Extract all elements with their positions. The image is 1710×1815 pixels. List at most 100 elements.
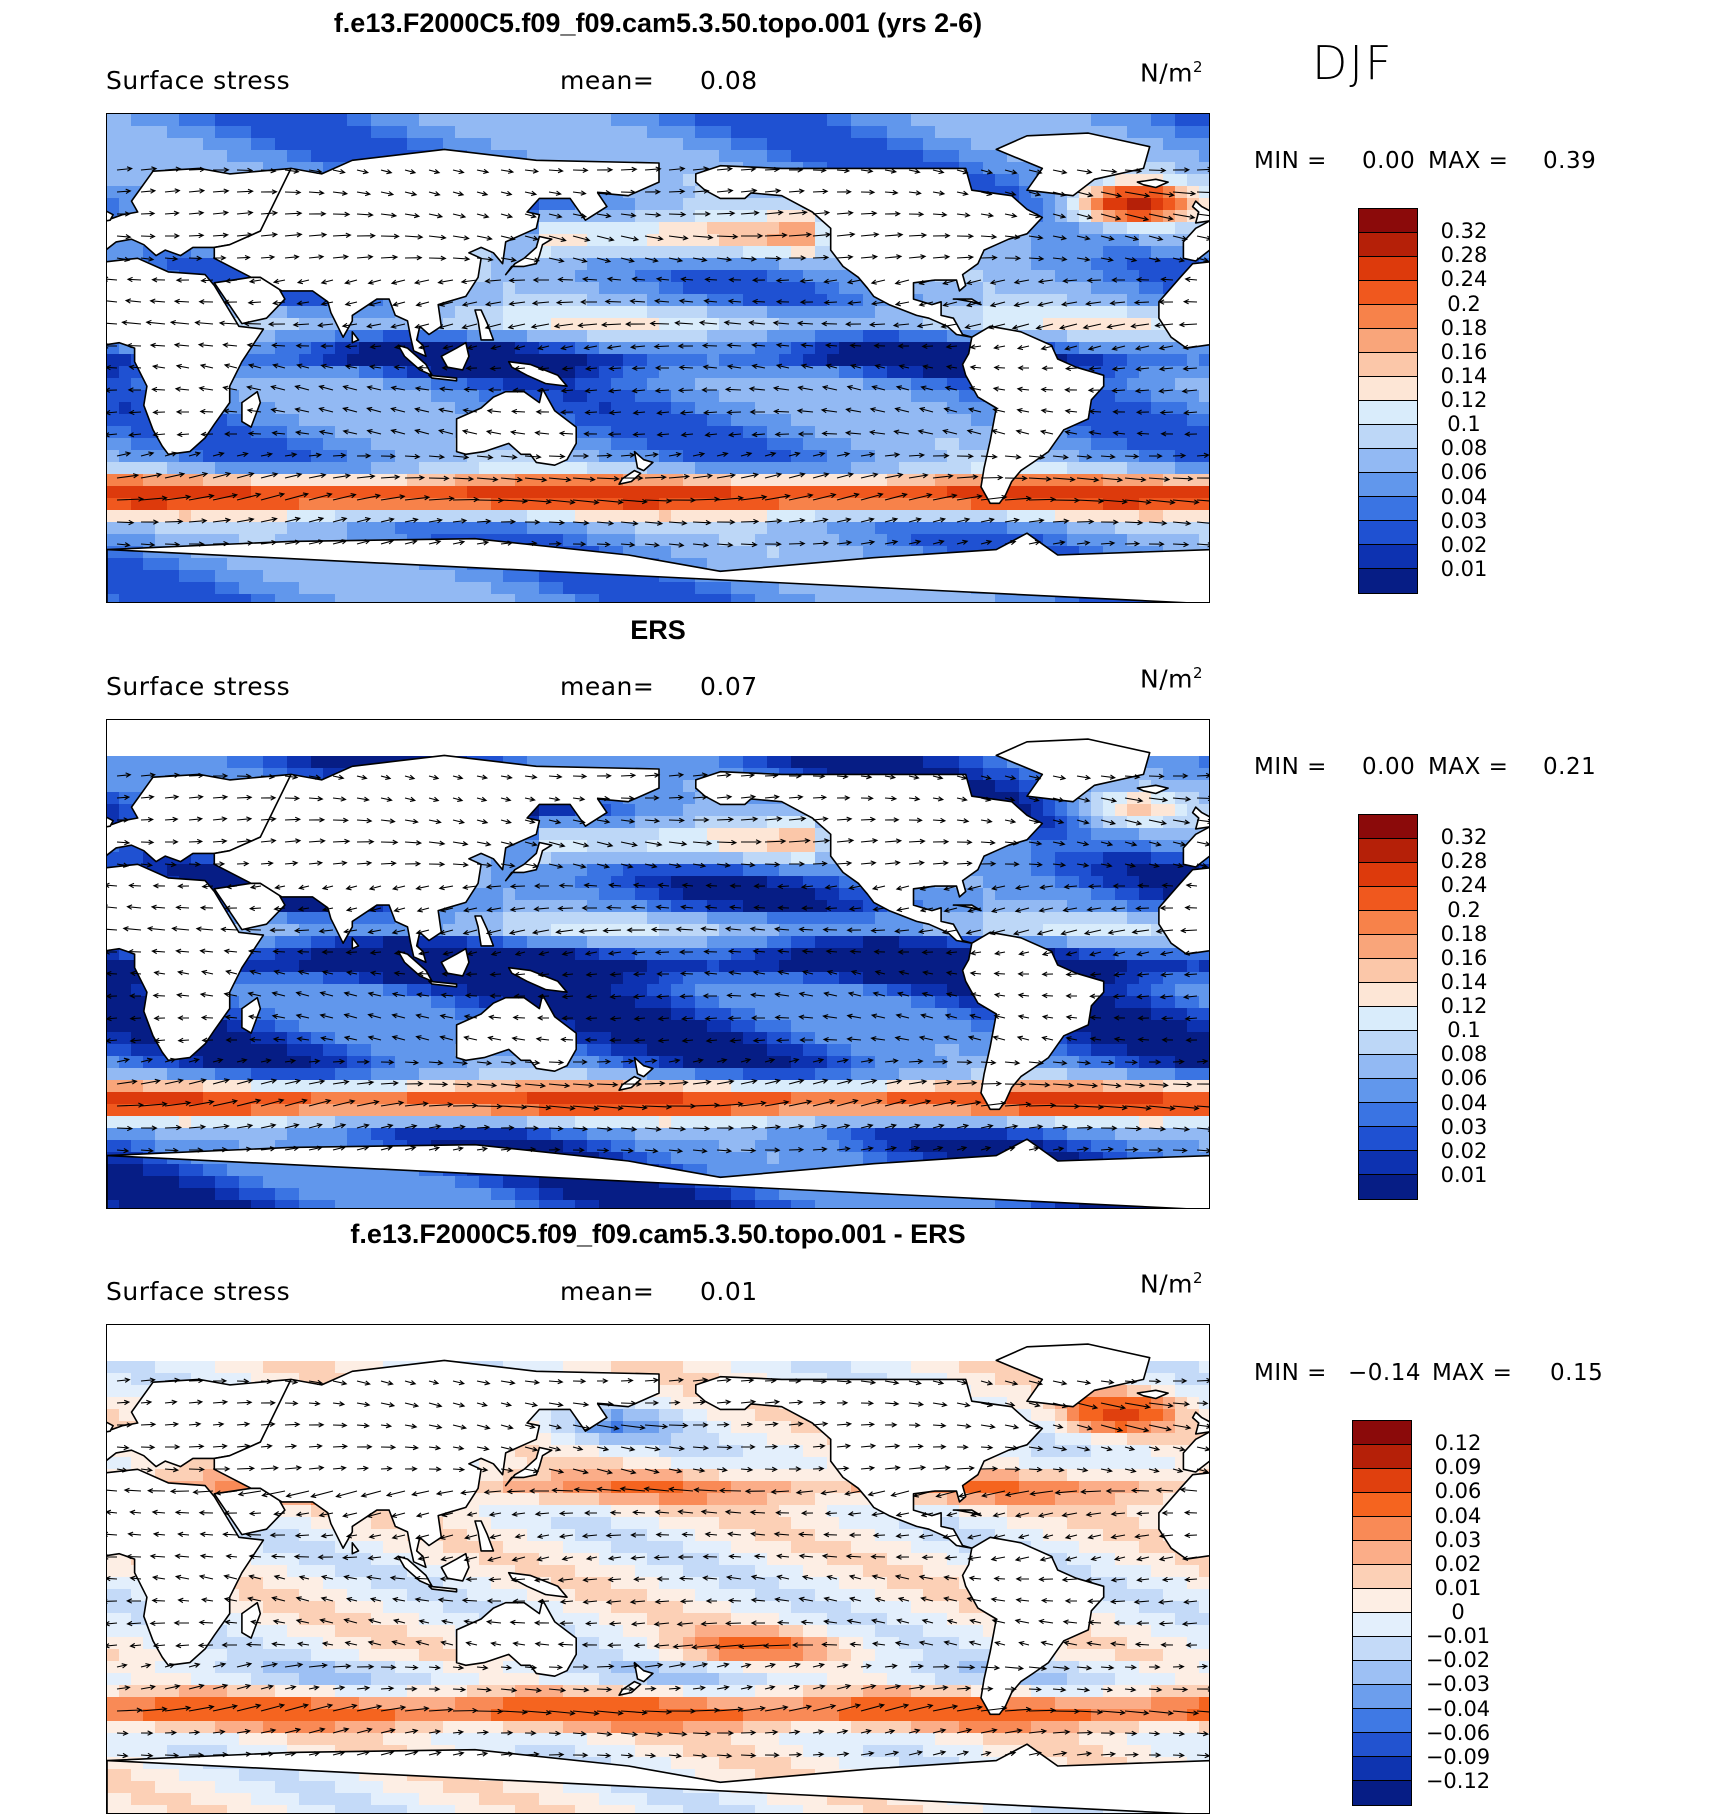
field-cell [383,522,396,535]
field-cell [887,438,900,451]
field-cell [623,756,636,769]
vector-arrow [1135,276,1150,283]
field-cell [791,138,804,151]
field-cell [155,594,168,602]
field-cell [1079,258,1092,271]
field-cell [899,342,912,355]
field-cell [695,114,708,127]
vector-arrow [404,255,423,261]
field-cell [551,282,564,295]
field-cell [1091,486,1104,499]
field-cell [191,582,204,595]
field-cell [539,210,552,223]
field-cell [443,522,456,535]
field-cell [1031,234,1044,247]
field-cell [923,126,936,139]
field-cell [359,462,372,475]
vector-arrow [393,344,406,350]
field-cell [1019,474,1032,487]
field-cell [1127,198,1140,211]
field-cell [803,474,816,487]
vector-arrow [644,189,662,195]
field-cell [587,438,600,451]
land-borneo [440,341,470,371]
field-cell [1175,756,1188,769]
vector-arrow [692,451,706,458]
field-cell [635,270,648,283]
field-cell [803,246,816,259]
field-cell [371,390,384,403]
field-cell [107,558,120,571]
field-cell [827,366,840,379]
vector-arrow [487,387,502,393]
field-cell [683,282,696,295]
field-cell [347,138,360,151]
field-cell [659,486,672,499]
vector-arrow [404,539,418,545]
field-cell [347,594,360,602]
field-cell [1127,294,1140,307]
field-cell [263,150,276,163]
field-cell [263,126,276,139]
field-cell [659,426,672,439]
field-cell [599,294,612,307]
field-cell [1163,780,1176,793]
field-cell [815,510,828,523]
vector-arrow [107,387,118,393]
field-cell [743,510,756,523]
field-cell [887,390,900,403]
field-cell [1187,366,1200,379]
vector-arrow [284,516,302,523]
vector-arrow [294,430,310,436]
field-cell [383,342,396,355]
field-cell [1175,462,1188,475]
field-cell [1163,234,1176,247]
field-cell [455,126,468,139]
field-cell [167,462,180,475]
vector-arrow [284,189,302,196]
field-cell [839,426,852,439]
field-cell [251,462,264,475]
vector-arrow [356,190,372,197]
field-cell [179,522,192,535]
field-cell [971,780,984,793]
field-cell [251,582,264,595]
field-cell [1139,438,1152,451]
field-cell [119,246,132,259]
field-cell [1187,780,1200,793]
field-cell [755,306,768,319]
field-cell [467,570,480,583]
field-cell [275,582,288,595]
field-cell [839,354,852,367]
field-cell [143,438,156,451]
field-cell [1139,390,1152,403]
field-cell [863,150,876,163]
field-cell [371,114,384,127]
field-cell [1103,306,1116,319]
vector-arrow [824,342,838,349]
field-cell [1127,438,1140,451]
field-cell [887,150,900,163]
vector-arrow [294,407,310,413]
field-cell [935,330,948,343]
field-cell [323,354,336,367]
field-cell [167,258,180,271]
vector-arrow [943,407,958,413]
vector-arrow [236,188,254,195]
field-cell [887,354,900,367]
field-cell [923,150,936,163]
field-cell [959,426,972,439]
field-cell [899,390,912,403]
field-cell [419,390,432,403]
field-cell [1043,222,1056,235]
field-cell [491,594,504,602]
vector-arrow [485,429,502,435]
vector-arrow [716,451,729,458]
field-cell [1187,462,1200,475]
field-cell [155,522,168,535]
field-cell [275,522,288,535]
field-cell [155,462,168,475]
field-cell [1067,282,1080,295]
vector-arrow [836,472,855,479]
vector-arrow [140,495,168,501]
